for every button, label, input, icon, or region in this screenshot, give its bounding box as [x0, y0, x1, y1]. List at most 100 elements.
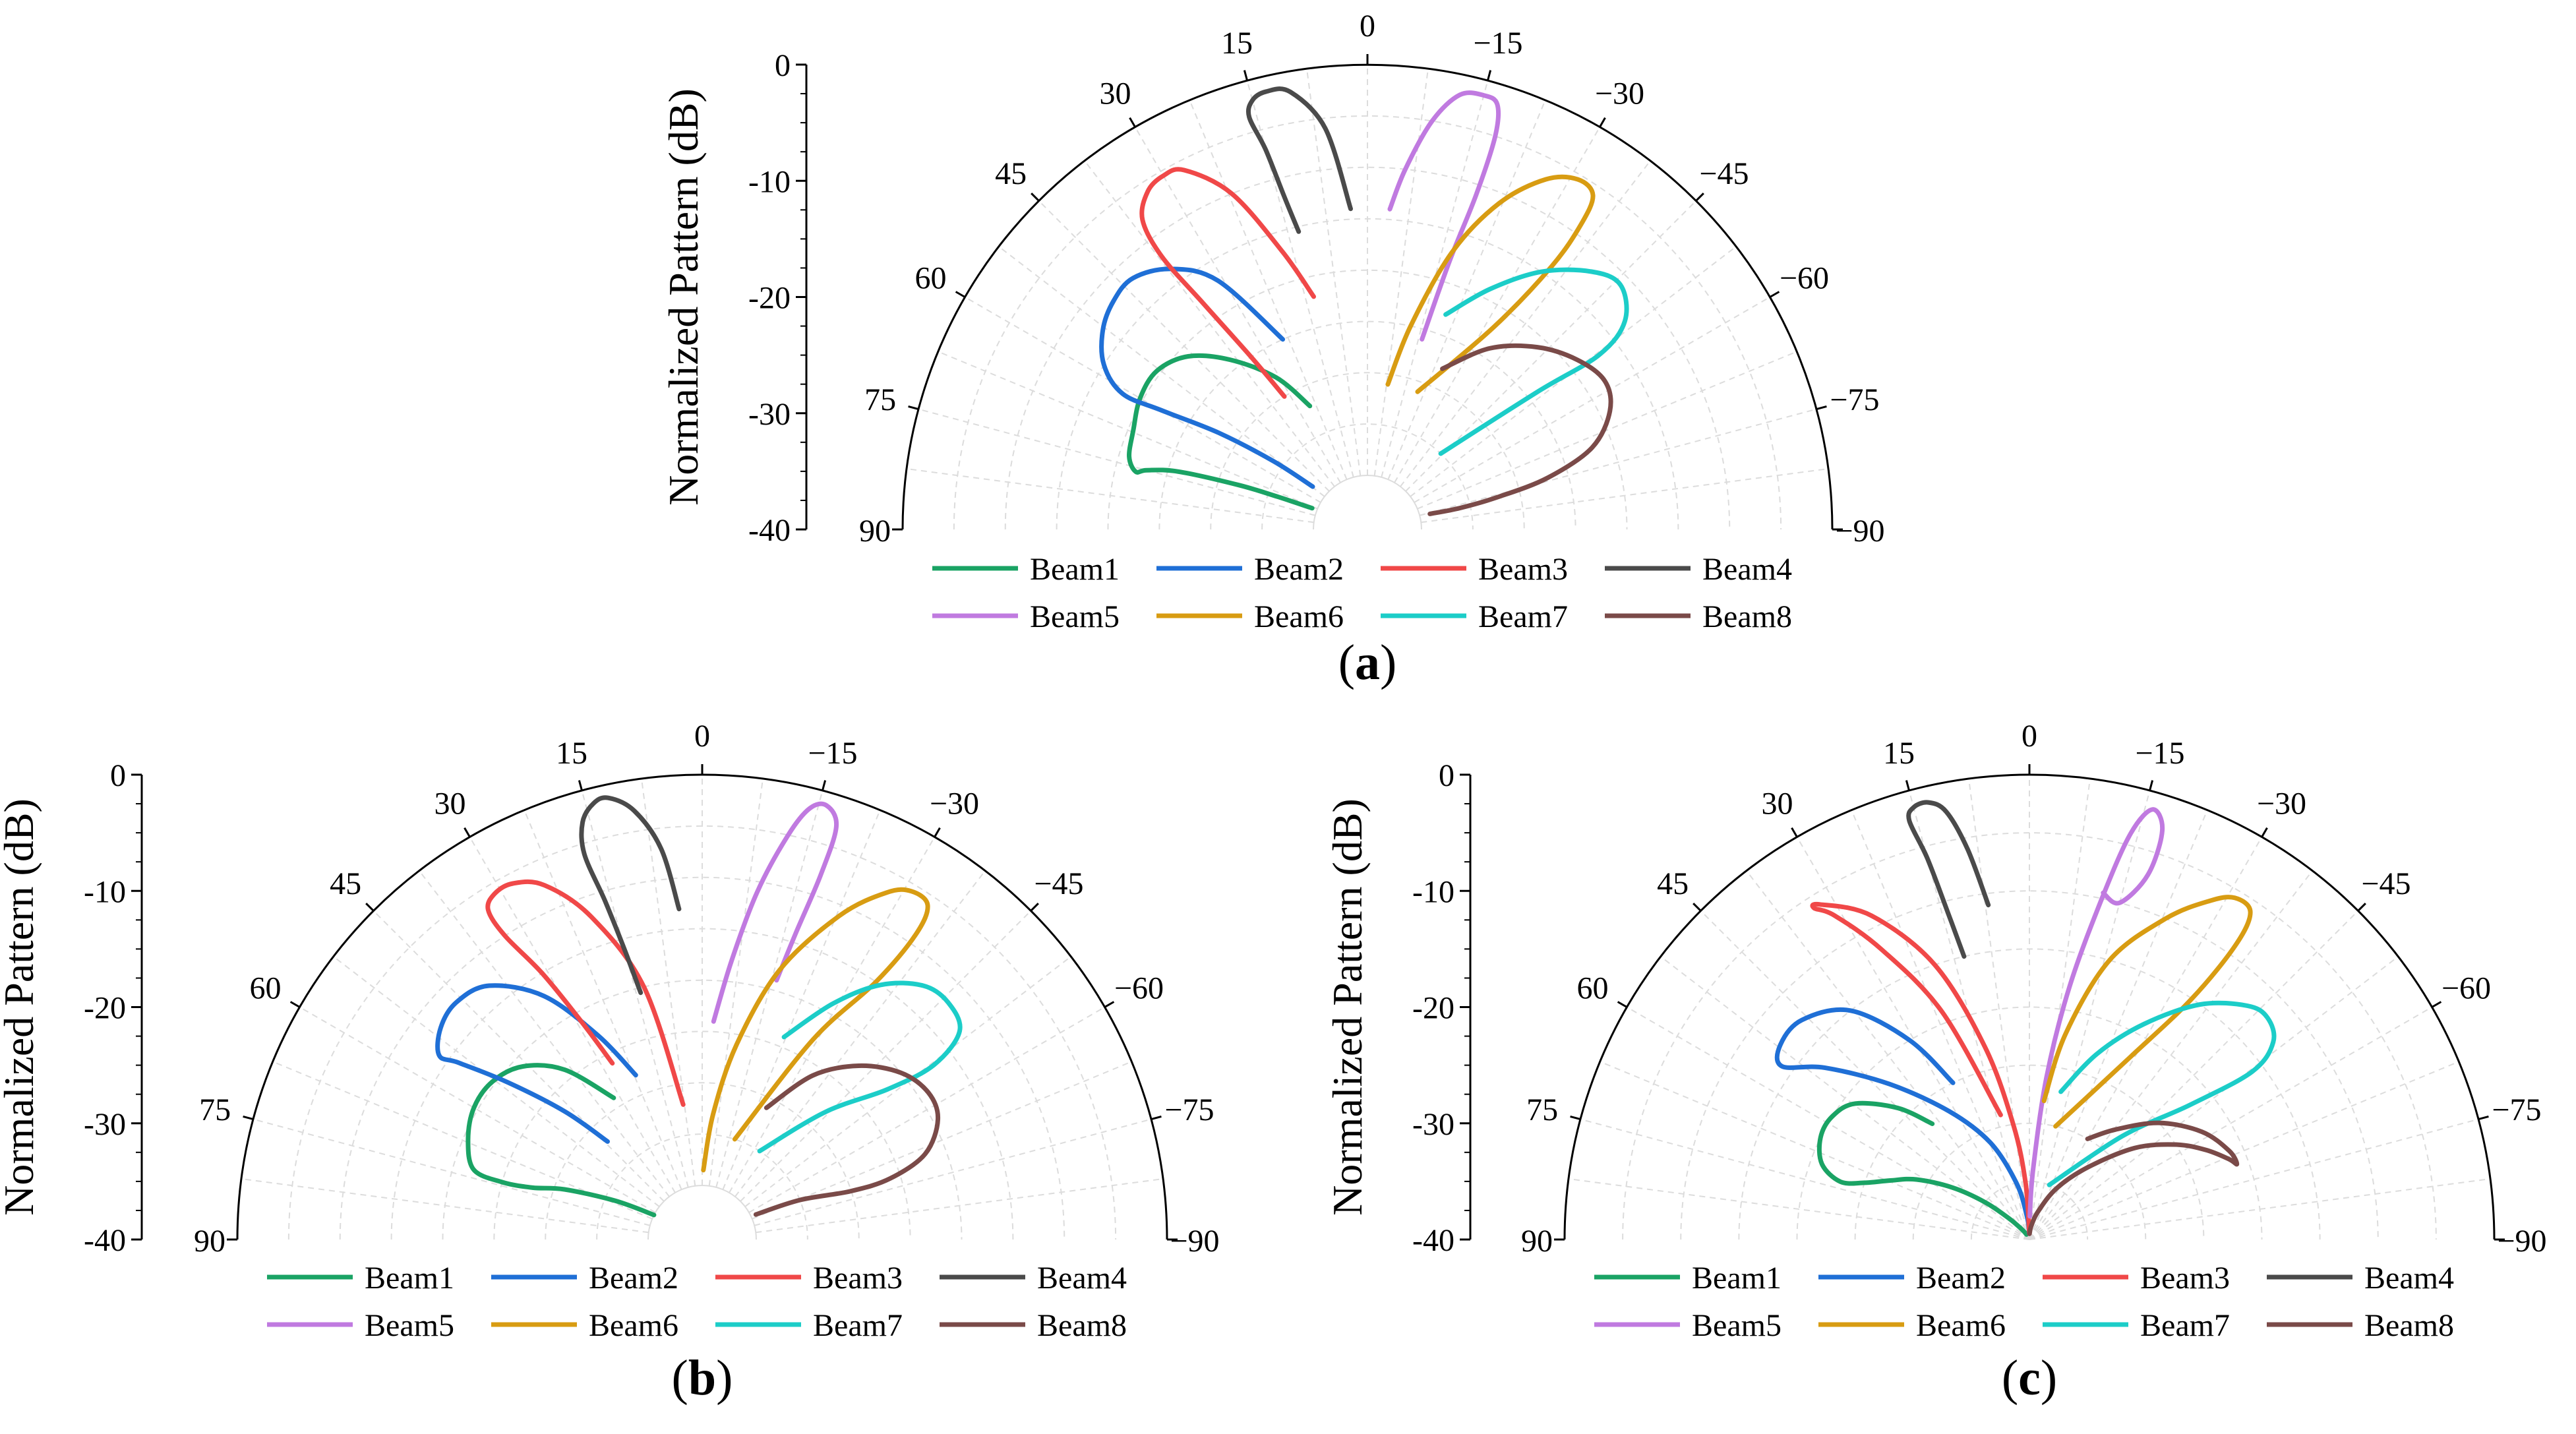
legend-label-beam1: Beam1 [1692, 1261, 1782, 1296]
legend-label-beam8: Beam8 [1037, 1308, 1127, 1343]
legend-label-beam3: Beam3 [1478, 552, 1568, 587]
caption-close: ) [1380, 635, 1396, 690]
grid-spoke [2029, 1006, 2433, 1240]
angle-tick [578, 780, 583, 791]
angle-tick [1905, 780, 1910, 791]
angle-tick-label: 45 [995, 156, 1027, 191]
angle-tick [1791, 827, 1798, 838]
angle-tick [1104, 1001, 1115, 1008]
legend-label-beam6: Beam6 [589, 1308, 678, 1343]
grid-spoke [715, 790, 824, 1188]
legend-label-beam4: Beam4 [1702, 552, 1792, 587]
grid-spoke [964, 296, 1321, 503]
caption-close: ) [716, 1350, 733, 1406]
series-line-beam2 [1099, 266, 1315, 489]
angle-tick-label: −90 [1835, 514, 1884, 549]
angle-tick [955, 291, 966, 298]
legend-label-beam4: Beam4 [1037, 1261, 1127, 1296]
y-axis-label: Normalized Pattern (dB) [0, 798, 42, 1216]
grid-spoke [524, 810, 682, 1190]
series-line-beam7 [757, 980, 963, 1154]
r-axis-tick-label: 0 [775, 48, 791, 83]
r-axis-tick-label: -30 [748, 397, 791, 432]
angle-tick-label: 60 [249, 971, 281, 1006]
angle-tick [2261, 827, 2268, 838]
angle-tick [1030, 903, 1039, 912]
grid-arc [442, 979, 963, 1240]
grid-spoke [1189, 100, 1348, 480]
series-group [435, 795, 963, 1218]
outer-arc [236, 773, 1168, 1240]
angle-tick [2357, 903, 2366, 912]
grid-spoke [2029, 1061, 2459, 1240]
grid-spoke [740, 910, 1032, 1202]
grid-spoke [1746, 870, 2030, 1240]
grid-arc [493, 1031, 911, 1240]
r-axis-tick-label: 0 [1439, 758, 1454, 793]
grid-spoke [918, 408, 1316, 516]
panel-caption: (c) [2002, 1350, 2057, 1406]
grid-spoke [1387, 100, 1546, 480]
angle-tick-label: −75 [1164, 1092, 1214, 1127]
legend-label-beam2: Beam2 [589, 1261, 678, 1296]
r-axis-tick-label: -30 [1412, 1107, 1454, 1142]
series-line-beam5 [2027, 807, 2165, 1219]
grid-arc [1854, 1064, 2205, 1240]
angle-tick-label: 90 [859, 514, 891, 549]
series-line-beam1 [1816, 1100, 2029, 1237]
r-axis-tick-label: -20 [1412, 991, 1454, 1026]
angle-tick [1487, 70, 1492, 81]
panel-caption: (b) [672, 1350, 733, 1406]
grid-spoke [1600, 1061, 2030, 1240]
grid-spoke [419, 870, 670, 1197]
angle-tick-label: 30 [1100, 76, 1131, 111]
grid-spoke [708, 778, 764, 1186]
series-line-beam4 [1245, 86, 1353, 234]
grid-spoke [1400, 160, 1651, 487]
angle-tick [1151, 1115, 1162, 1120]
angle-tick [1599, 117, 1606, 128]
angle-tick-label: 90 [194, 1224, 225, 1259]
outer-arc [901, 63, 1834, 530]
legend-label-beam2: Beam2 [1254, 552, 1344, 587]
caption-letter: c [2018, 1350, 2041, 1406]
r-axis-tick-label: -10 [748, 164, 791, 199]
grid-spoke [581, 790, 689, 1188]
angle-tick-label: −45 [1699, 156, 1749, 191]
caption-open: ( [2002, 1350, 2018, 1406]
angle-tick [2478, 1115, 2489, 1120]
legend-label-beam6: Beam6 [1254, 599, 1344, 634]
legend-label-beam7: Beam7 [813, 1308, 903, 1343]
outer-arc [1563, 773, 2496, 1240]
grid-spoke [748, 1006, 1106, 1213]
legend-label-beam5: Beam5 [1692, 1308, 1782, 1343]
r-axis-tick-label: -30 [84, 1107, 126, 1142]
grid-arc [339, 876, 1065, 1240]
angle-tick-label: 15 [1221, 26, 1253, 61]
series-line-beam4 [579, 795, 682, 996]
r-axis-tick-label: -20 [84, 991, 126, 1026]
grid-spoke [2029, 910, 2359, 1240]
panel-caption: (a) [1338, 635, 1397, 690]
angle-tick-label: −15 [1473, 26, 1522, 61]
r-axis-tick-label: -20 [748, 281, 791, 316]
angle-tick [1031, 193, 1040, 202]
grid-spoke [333, 956, 660, 1207]
angle-tick [2431, 1001, 2442, 1008]
angle-tick-label: 60 [914, 261, 946, 296]
grid-spoke [1580, 1118, 2030, 1240]
series-line-beam1 [1127, 353, 1315, 511]
panel-c: 90 75 60 45 30 15 0 −15 −30 −45 −60 −75 −90 0 -10 -20 -3… [1324, 719, 2547, 1406]
polar-grid [1568, 775, 2491, 1240]
grid-spoke [640, 778, 696, 1186]
angle-tick-label: 30 [1762, 786, 1793, 821]
panel-b: 90 75 60 45 30 15 0 −15 −30 −45 −60 −75 −90 0 -10 -20 -3… [0, 719, 1220, 1406]
grid-spoke [756, 1178, 1164, 1234]
angle-tick-label: −30 [930, 786, 979, 821]
grid-arc [1004, 166, 1731, 530]
series-line-beam8 [753, 1063, 941, 1217]
polar-grid [906, 65, 1829, 530]
series-group [1774, 800, 2277, 1237]
angle-tick-label: 75 [199, 1092, 231, 1127]
angle-tick-label: −60 [1114, 971, 1164, 1006]
